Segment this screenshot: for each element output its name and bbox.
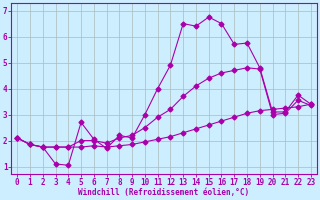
X-axis label: Windchill (Refroidissement éolien,°C): Windchill (Refroidissement éolien,°C)	[78, 188, 250, 197]
